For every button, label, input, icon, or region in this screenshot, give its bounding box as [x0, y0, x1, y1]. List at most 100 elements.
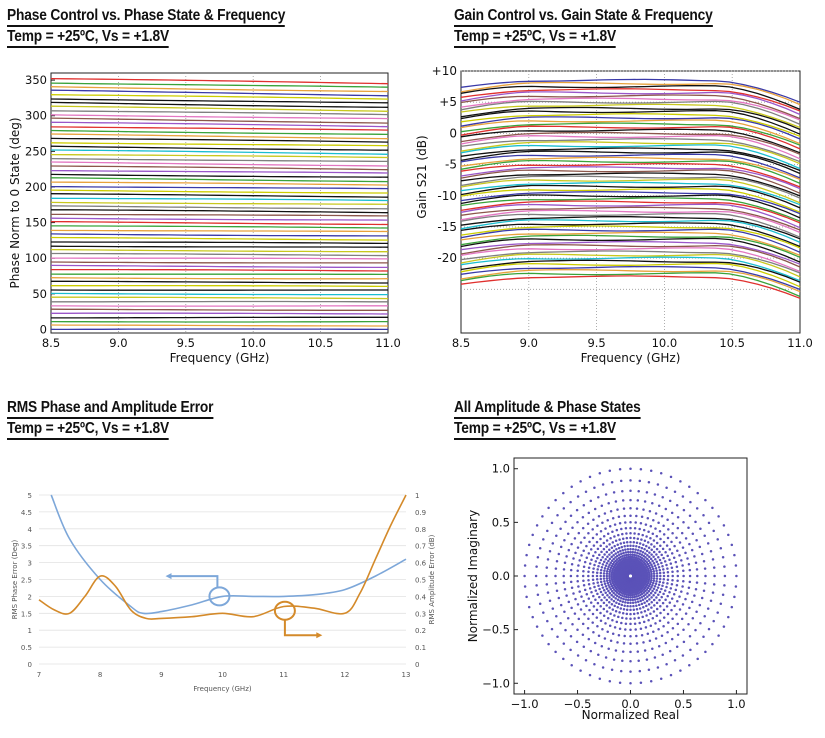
state-point [634, 548, 637, 551]
state-point [608, 578, 612, 582]
state-point [671, 627, 675, 630]
phase-title-line2: Temp = +25ºC, Vs = +1.8V [7, 27, 169, 48]
gain-state-line [460, 237, 801, 263]
phase-chart: 8.5 9.0 9.5 10.0 10.5 11.0 0 50 100 150 200 250 300 3… [8, 72, 401, 365]
state-point [601, 627, 604, 631]
state-point [583, 560, 587, 564]
state-point [531, 533, 534, 537]
gain-state-line [460, 128, 801, 154]
states-title-line2: Temp = +25ºC, Vs = +1.8V [454, 419, 616, 440]
state-point [703, 567, 707, 570]
state-point [675, 565, 679, 568]
state-point [642, 594, 645, 598]
state-point [669, 587, 673, 590]
phase-state-line [50, 193, 389, 198]
phase-state-line [50, 189, 388, 194]
state-point [595, 574, 599, 578]
state-point [603, 637, 607, 640]
state-point [651, 502, 654, 505]
state-point [648, 574, 651, 578]
state-point [657, 583, 661, 587]
state-point [592, 554, 595, 558]
state-point [601, 555, 604, 559]
gain-state-line [460, 162, 801, 188]
state-point [613, 614, 616, 617]
state-point [661, 547, 665, 551]
state-point [629, 498, 632, 502]
state-point [614, 649, 618, 652]
state-point [719, 546, 723, 550]
state-point [585, 544, 588, 548]
state-point [577, 585, 580, 588]
phase-y-tick-label: 350 [25, 73, 47, 87]
state-point [602, 572, 606, 575]
state-point [640, 602, 644, 606]
state-point [608, 543, 611, 546]
state-point [646, 591, 649, 595]
state-point [665, 563, 668, 567]
state-point [629, 507, 632, 510]
state-point [547, 642, 550, 646]
gain-state-line [460, 119, 801, 145]
state-point [642, 558, 646, 561]
state-point [681, 603, 685, 606]
state-point [702, 514, 705, 517]
gain-state-line [460, 250, 801, 274]
phase-y-tick-label: 300 [25, 109, 47, 123]
state-point [659, 472, 663, 475]
phase-state-line [50, 205, 389, 210]
state-point [639, 467, 643, 471]
state-point [642, 543, 645, 546]
state-point [636, 600, 640, 604]
state-point [619, 479, 623, 483]
state-point [525, 595, 528, 599]
rms-chart-title: RMS Phase and Amplitude Error Temp = +25… [7, 398, 213, 440]
state-point [625, 553, 628, 557]
state-point [562, 574, 565, 578]
state-point [647, 480, 651, 484]
state-point [645, 604, 648, 608]
state-point [699, 527, 702, 530]
state-point [576, 603, 580, 606]
state-point [605, 598, 609, 602]
rms-y2-axis-label: RMS Amplitude Error (dB) [428, 534, 436, 624]
state-point [635, 507, 639, 510]
state-point [679, 480, 682, 483]
state-point [641, 533, 644, 537]
gain-state-line [460, 247, 801, 273]
state-point [582, 645, 586, 649]
state-point [612, 491, 616, 494]
state-point [654, 557, 657, 561]
state-point [640, 515, 644, 519]
state-point [636, 548, 640, 552]
gain-title-line2: Temp = +25ºC, Vs = +1.8V [454, 27, 616, 48]
state-point [652, 579, 656, 582]
state-point [717, 515, 720, 518]
state-point [680, 590, 683, 593]
state-point [587, 583, 591, 586]
state-point [639, 555, 642, 559]
state-point [611, 608, 615, 611]
state-point [644, 593, 647, 596]
state-point [657, 627, 660, 631]
state-point [570, 562, 574, 566]
state-point [661, 584, 664, 588]
state-point [734, 564, 738, 567]
state-point [666, 567, 669, 570]
state-point [581, 622, 585, 626]
state-point [633, 527, 637, 530]
state-point [608, 557, 612, 561]
phase-state-line [50, 177, 389, 183]
state-point [609, 509, 613, 513]
state-point [655, 534, 659, 538]
state-point [600, 598, 603, 602]
state-point [637, 616, 640, 620]
state-point [600, 565, 604, 569]
state-point [605, 539, 609, 542]
state-point [645, 535, 648, 538]
state-point [615, 591, 619, 594]
gain-state-line [460, 228, 801, 253]
state-point [635, 514, 638, 518]
state-point [546, 529, 549, 533]
